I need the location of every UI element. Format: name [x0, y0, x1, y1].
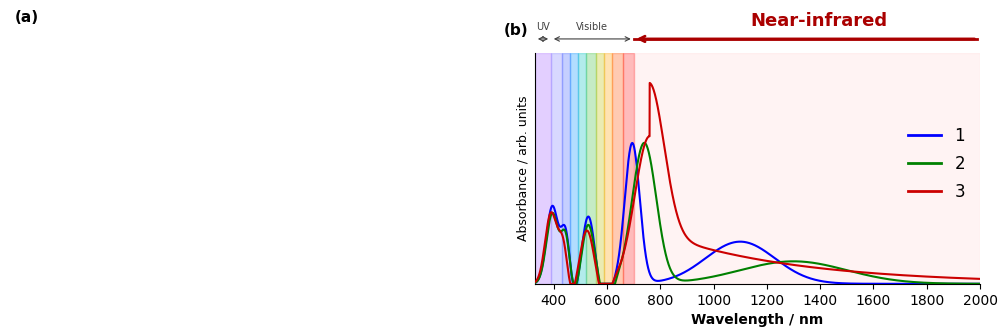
- Bar: [623, 53, 634, 284]
- Bar: [634, 53, 980, 284]
- Bar: [535, 53, 551, 284]
- X-axis label: Wavelength / nm: Wavelength / nm: [691, 313, 824, 327]
- Text: Visible: Visible: [576, 22, 608, 32]
- Bar: [612, 53, 623, 284]
- Text: (b): (b): [504, 23, 528, 38]
- Bar: [604, 53, 612, 284]
- Y-axis label: Absorbance / arb. units: Absorbance / arb. units: [516, 96, 529, 241]
- Bar: [551, 53, 562, 284]
- Bar: [578, 53, 586, 284]
- Text: Near-infrared: Near-infrared: [750, 12, 887, 30]
- Text: (a): (a): [14, 10, 39, 25]
- Legend: 1, 2, 3: 1, 2, 3: [901, 120, 972, 207]
- Bar: [570, 53, 578, 284]
- Bar: [586, 53, 596, 284]
- Text: UV: UV: [536, 22, 550, 32]
- Bar: [596, 53, 604, 284]
- Bar: [562, 53, 570, 284]
